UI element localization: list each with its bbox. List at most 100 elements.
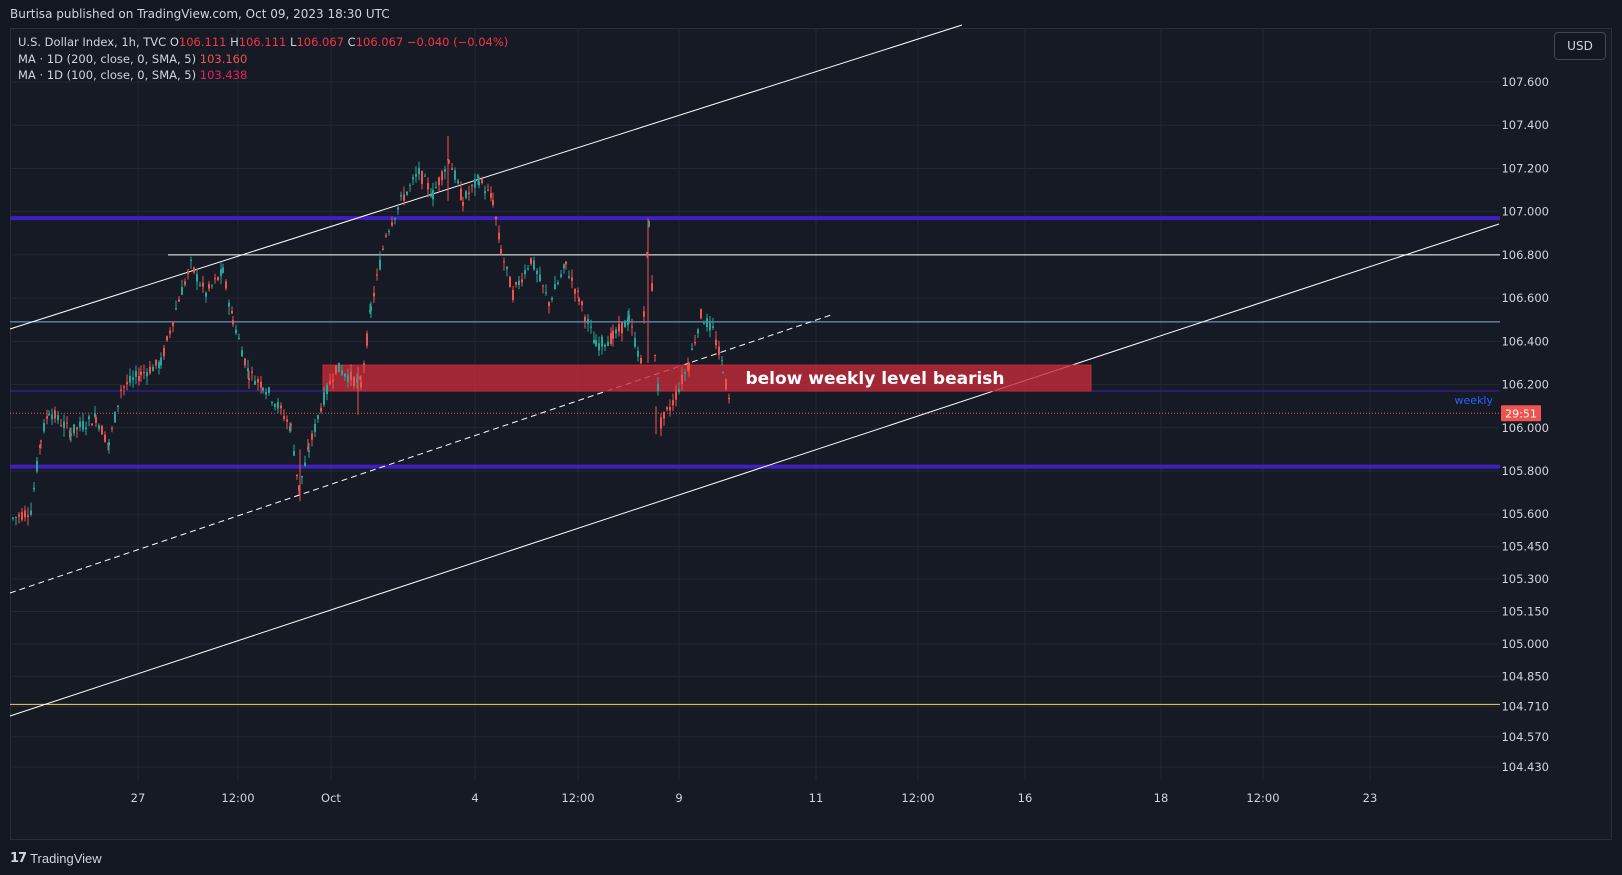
candle-body xyxy=(542,285,544,287)
candle-body xyxy=(190,259,192,261)
candle-body xyxy=(120,389,122,391)
candle-body xyxy=(260,381,262,388)
candle-body xyxy=(228,302,230,307)
candle-body xyxy=(518,280,520,285)
candle-body xyxy=(678,388,680,392)
time-tick-label: 9 xyxy=(675,791,682,805)
candle-body xyxy=(498,232,500,240)
candle-body xyxy=(222,267,224,273)
candle-body xyxy=(24,510,26,518)
candle-body xyxy=(155,359,157,366)
candle-body xyxy=(435,187,437,189)
weekly-level-label: weekly xyxy=(1455,394,1494,407)
candle-body xyxy=(478,181,480,186)
candle-body xyxy=(688,363,690,370)
high-label: H xyxy=(230,35,239,49)
candle-body xyxy=(140,371,142,376)
candle-body xyxy=(421,171,423,184)
candle-body xyxy=(101,426,103,435)
candle-body xyxy=(697,329,699,334)
candle-body xyxy=(244,358,246,366)
candle-body xyxy=(524,270,526,275)
candle-body xyxy=(474,179,476,188)
candle-body xyxy=(46,416,48,419)
candle-body xyxy=(290,424,292,426)
candle-body xyxy=(487,189,489,191)
candle-body xyxy=(196,274,198,282)
price-tick-label: 107.600 xyxy=(1501,75,1549,89)
bearish-zone: below weekly level bearish xyxy=(322,364,1092,392)
candle-body xyxy=(304,462,306,466)
candle-body xyxy=(643,311,645,317)
ma100-row[interactable]: MA · 1D (100, close, 0, SMA, 5) 103.438 xyxy=(18,67,508,84)
candle-body xyxy=(308,450,310,452)
candle-body xyxy=(400,194,402,197)
candle-body xyxy=(700,309,702,319)
candle-body xyxy=(715,339,717,346)
candle-body xyxy=(457,180,459,184)
candle-body xyxy=(634,338,636,347)
time-axis: 27 12:00 Oct 4 12:00 9 11 12:00 16 18 12:00 23 xyxy=(131,791,1378,805)
candle-body xyxy=(604,344,606,347)
candle-body xyxy=(454,170,456,180)
candle-body xyxy=(163,347,165,357)
candle-body xyxy=(621,322,623,334)
candle-body xyxy=(441,171,443,181)
candle-body xyxy=(684,372,686,374)
price-tick-label: 105.150 xyxy=(1501,604,1549,618)
candle-body xyxy=(329,381,331,385)
candle-body xyxy=(721,360,723,362)
high-value: 106.111 xyxy=(238,35,287,49)
candle-body xyxy=(363,363,365,366)
time-tick-label: 12:00 xyxy=(1246,791,1279,805)
candle-body xyxy=(551,297,553,300)
candle-body xyxy=(126,382,128,385)
candle-body xyxy=(193,267,195,273)
candle-body xyxy=(654,354,656,356)
price-tick-label: 107.200 xyxy=(1501,161,1549,175)
candle-body xyxy=(205,292,207,297)
candle-body xyxy=(91,423,93,426)
ma200-row[interactable]: MA · 1D (200, close, 0, SMA, 5) 103.160 xyxy=(18,51,508,68)
candle-body xyxy=(220,269,222,277)
candle-body xyxy=(438,177,440,186)
candle-body xyxy=(394,218,396,220)
candle-body xyxy=(595,340,597,347)
candle-body xyxy=(590,326,592,328)
price-tick-label: 104.850 xyxy=(1501,669,1549,683)
candle-body xyxy=(208,283,210,289)
candle-body xyxy=(356,378,358,382)
candle-body xyxy=(36,460,38,472)
candle-body xyxy=(43,423,45,432)
candle-body xyxy=(54,410,56,419)
candle-body xyxy=(217,277,219,281)
candle-body xyxy=(615,329,617,334)
candle-body xyxy=(495,216,497,220)
candle-body xyxy=(104,434,106,442)
candle-body xyxy=(132,377,134,380)
publish-info: Burtisa published on TradingView.com, Oc… xyxy=(10,7,390,21)
candle-body xyxy=(637,351,639,357)
price-tick-label: 107.400 xyxy=(1501,118,1549,132)
candle-body xyxy=(424,175,426,177)
currency-button[interactable]: USD xyxy=(1554,32,1606,60)
change-value: −0.040 (−0.04%) xyxy=(406,35,509,49)
time-tick-label: Oct xyxy=(321,791,341,805)
tradingview-logo[interactable]: 17 TradingView xyxy=(10,851,102,866)
candle-body xyxy=(448,160,450,163)
candle-body xyxy=(271,402,273,404)
candle-body xyxy=(73,424,75,434)
footer: 17 TradingView xyxy=(0,844,1622,875)
candle-body xyxy=(311,433,313,440)
candle-body xyxy=(391,222,393,226)
candle-body xyxy=(70,433,72,436)
candle-body xyxy=(326,384,328,394)
candle-body xyxy=(468,192,470,194)
candle-body xyxy=(560,274,562,277)
candle-body xyxy=(248,378,250,381)
candle-body xyxy=(21,512,23,520)
candle-body xyxy=(418,167,420,175)
price-tick-label: 104.710 xyxy=(1501,700,1549,714)
candle-body xyxy=(563,264,565,269)
